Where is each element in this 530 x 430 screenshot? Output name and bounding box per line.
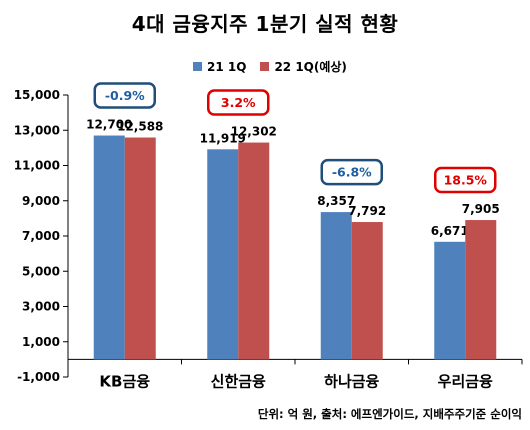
data-label: 12,700 — [86, 118, 132, 132]
bar-series-1 — [207, 149, 239, 360]
chart-footnote: 단위: 억 원, 출처: 에프엔가이드, 지배주주기준 순이익 — [257, 407, 522, 421]
y-tick-label: -1,000 — [17, 370, 60, 384]
bar-series-2 — [124, 137, 156, 360]
y-tick-label: 5,000 — [22, 264, 60, 278]
bar-series-2 — [351, 222, 383, 360]
data-label: 7,905 — [462, 202, 500, 216]
y-tick-label: 9,000 — [22, 194, 60, 208]
bar-series-2 — [465, 220, 497, 360]
data-label: 12,302 — [231, 125, 277, 139]
legend-label-series-1: 21 1Q — [207, 59, 247, 74]
y-tick-label: 13,000 — [14, 123, 60, 137]
y-tick-label: 15,000 — [14, 88, 60, 102]
chart-legend: 21 1Q 22 1Q(예상) — [193, 58, 361, 75]
data-label: 11,919 — [200, 131, 246, 145]
data-label: 7,792 — [348, 204, 386, 218]
chart-title: 4대 금융지주 1분기 실적 현황 — [131, 12, 399, 36]
legend-label-series-2: 22 1Q(예상) — [274, 60, 347, 74]
bar-series-1 — [93, 135, 125, 360]
change-badge-label: 3.2% — [221, 95, 256, 110]
change-badge — [93, 82, 156, 109]
legend-swatch-series-2 — [260, 62, 270, 71]
change-badge-label: -6.8% — [332, 165, 372, 180]
y-tick-label: 11,000 — [14, 159, 60, 173]
y-tick-label: 7,000 — [22, 229, 60, 243]
bar-series-1 — [320, 212, 352, 360]
data-label: 8,357 — [317, 194, 355, 208]
x-category-label: 하나금융 — [324, 372, 379, 390]
data-label: 6,671 — [431, 224, 469, 238]
x-category-label: 우리금융 — [438, 372, 493, 390]
bar-series-1 — [434, 241, 466, 360]
legend-swatch-series-1 — [193, 62, 202, 71]
y-tick-label: 3,000 — [22, 300, 60, 314]
change-badge — [434, 166, 497, 194]
change-badge-label: 18.5% — [444, 173, 488, 188]
change-badge — [320, 158, 383, 186]
x-category-label: KB금융 — [99, 372, 150, 390]
legend-item-series-2: 22 1Q(예상) — [260, 58, 347, 75]
x-category-label: 신한금융 — [211, 372, 266, 390]
bar-series-2 — [238, 142, 270, 360]
change-badge-label: -0.9% — [105, 88, 145, 103]
change-badge — [207, 89, 270, 116]
legend-item-series-1: 21 1Q — [193, 60, 246, 74]
y-tick-label: 1,000 — [22, 335, 60, 349]
data-label: 12,588 — [117, 120, 163, 134]
